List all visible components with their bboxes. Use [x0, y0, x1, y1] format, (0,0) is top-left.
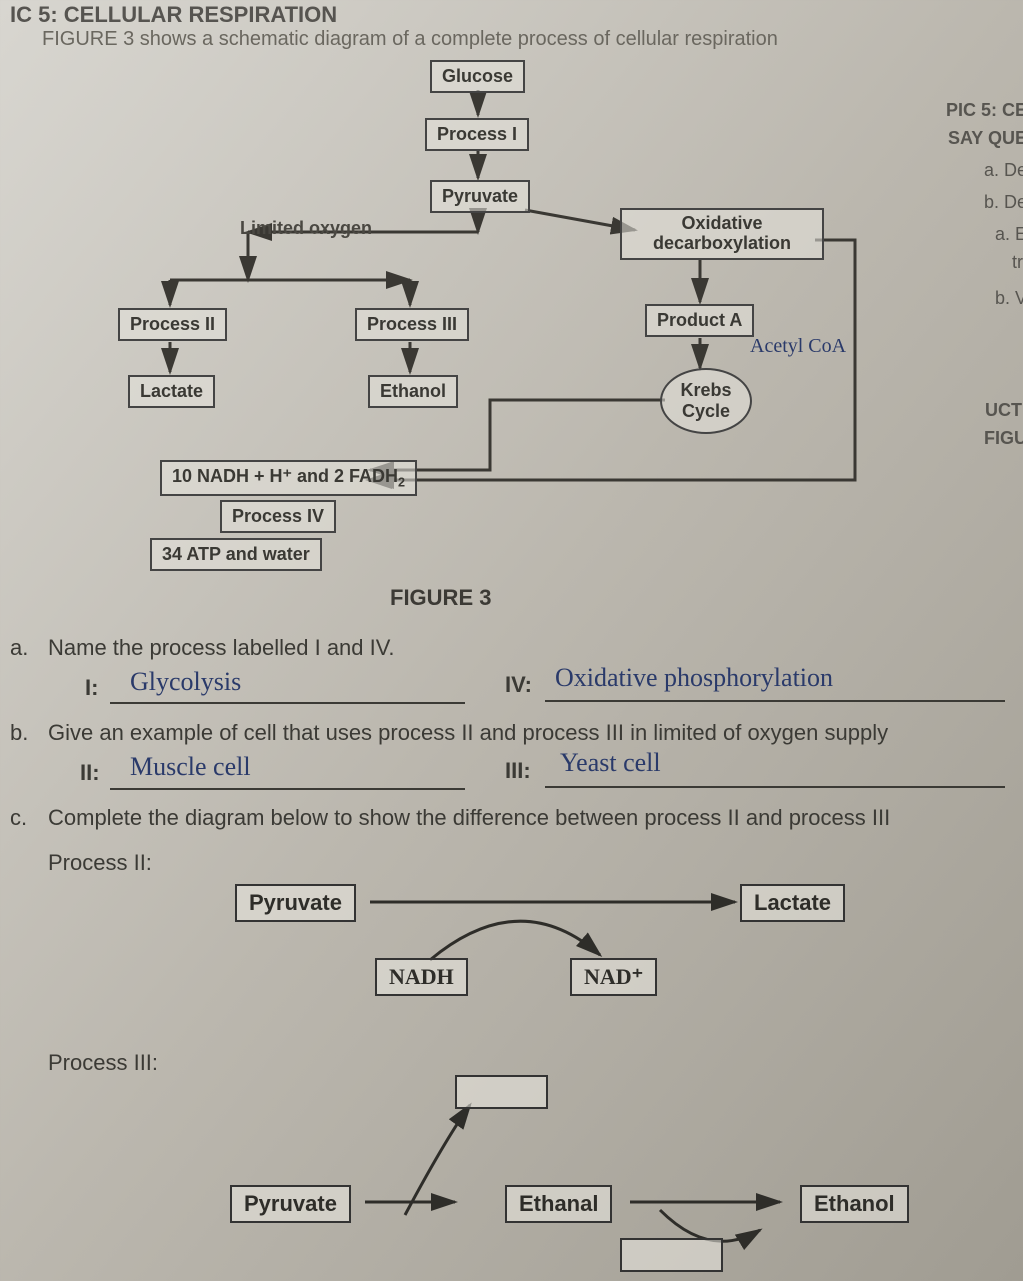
answer-III: Yeast cell — [560, 748, 661, 778]
node-nadh: 10 NADH + H⁺ and 2 FADH2 — [160, 460, 417, 496]
node-process2: Process II — [118, 308, 227, 341]
node-lactate: Lactate — [128, 375, 215, 408]
node-pyruvate: Pyruvate — [430, 180, 530, 213]
p3-ethanal: Ethanal — [505, 1185, 612, 1223]
p3-empty1 — [455, 1075, 548, 1109]
p2-nadp: NAD⁺ — [570, 958, 657, 996]
side-text: FIGU — [984, 428, 1023, 449]
side-text: b. V — [995, 288, 1023, 309]
process3-label: Process III: — [48, 1050, 158, 1076]
node-productA: Product A — [645, 304, 754, 337]
figure-caption: FIGURE 3 — [390, 585, 491, 611]
question-a-label: a. — [10, 635, 28, 661]
node-process4: Process IV — [220, 500, 336, 533]
node-glucose: Glucose — [430, 60, 525, 93]
p2-pyruvate: Pyruvate — [235, 884, 356, 922]
answer-II: Muscle cell — [130, 752, 251, 782]
handwritten-acetyl: Acetyl CoA — [750, 335, 846, 358]
node-ethanol: Ethanol — [368, 375, 458, 408]
label-limited-oxygen: Limited oxygen — [240, 218, 372, 239]
p3-arrows — [200, 1070, 960, 1260]
node-krebs: Krebs Cycle — [660, 368, 752, 434]
p3-pyruvate: Pyruvate — [230, 1185, 351, 1223]
p2-lactate: Lactate — [740, 884, 845, 922]
process3-diagram: Pyruvate Ethanal Ethanol — [200, 1070, 960, 1260]
roman-I: I: — [85, 675, 98, 701]
topic-header: IC 5: CELLULAR RESPIRATION — [10, 2, 337, 28]
p2-nadh: NADH — [375, 958, 468, 996]
question-c-text: Complete the diagram below to show the d… — [48, 805, 890, 831]
figure-description: FIGURE 3 shows a schematic diagram of a … — [42, 28, 778, 51]
p3-ethanol: Ethanol — [800, 1185, 909, 1223]
answer-I: Glycolysis — [130, 667, 241, 697]
p3-empty2 — [620, 1238, 723, 1272]
node-process3: Process III — [355, 308, 469, 341]
respiration-diagram: Glucose Process I Pyruvate Limited oxyge… — [110, 60, 890, 600]
answer-IV: Oxidative phosphorylation — [555, 663, 833, 693]
side-text: PIC 5: CE — [946, 100, 1023, 121]
node-ox-decarb: Oxidative decarboxylation — [620, 208, 824, 260]
roman-IV: IV: — [505, 672, 532, 698]
side-text: a. E — [995, 224, 1023, 245]
question-b-text: Give an example of cell that uses proces… — [48, 720, 888, 746]
question-a-text: Name the process labelled I and IV. — [48, 635, 395, 661]
process2-diagram: Pyruvate Lactate NADH NAD⁺ — [230, 880, 910, 1020]
node-process1: Process I — [425, 118, 529, 151]
process2-label: Process II: — [48, 850, 152, 876]
question-b-label: b. — [10, 720, 28, 746]
side-text: a. De — [984, 160, 1023, 181]
nadh-text: 10 NADH + H⁺ and 2 FADH — [172, 466, 398, 486]
side-text: UCTI — [985, 400, 1023, 421]
side-text: tri — [1012, 252, 1023, 273]
roman-II: II: — [80, 760, 100, 786]
side-text: SAY QUE — [948, 128, 1023, 149]
question-c-label: c. — [10, 805, 27, 831]
roman-III: III: — [505, 758, 531, 784]
node-atp: 34 ATP and water — [150, 538, 322, 571]
side-text: b. De — [984, 192, 1023, 213]
